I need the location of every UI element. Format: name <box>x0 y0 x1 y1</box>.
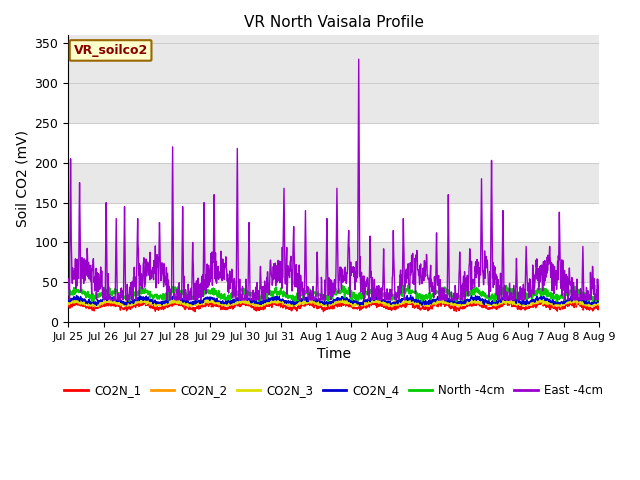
Bar <box>68 163 599 203</box>
Legend: CO2N_1, CO2N_2, CO2N_3, CO2N_4, North -4cm, East -4cm: CO2N_1, CO2N_2, CO2N_3, CO2N_4, North -4… <box>60 380 607 402</box>
Text: VR_soilco2: VR_soilco2 <box>74 44 148 57</box>
Y-axis label: Soil CO2 (mV): Soil CO2 (mV) <box>15 130 29 227</box>
X-axis label: Time: Time <box>317 348 351 361</box>
Bar <box>68 242 599 282</box>
Bar <box>68 83 599 123</box>
Title: VR North Vaisala Profile: VR North Vaisala Profile <box>244 15 424 30</box>
Bar <box>68 36 599 83</box>
